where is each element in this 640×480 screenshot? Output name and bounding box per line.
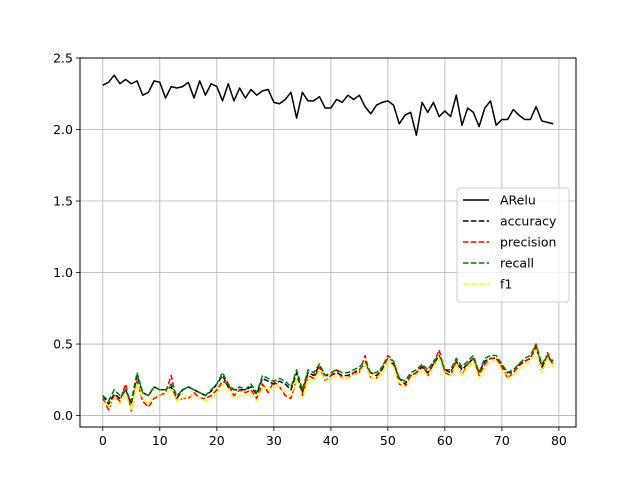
series-line-f1 xyxy=(102,349,554,411)
series-line-arelu xyxy=(102,74,554,136)
y-tick-label: 1.0 xyxy=(53,265,73,280)
x-tick-label: 50 xyxy=(380,433,396,448)
legend-box xyxy=(456,187,570,303)
legend: ARelu accuracy precision recall f1 xyxy=(456,187,570,303)
y-axis: 0.0 0.5 1.0 1.5 2.0 2.5 xyxy=(53,51,80,423)
x-tick-label: 60 xyxy=(437,433,453,448)
plot-frame xyxy=(79,57,577,428)
x-tick-label: 40 xyxy=(323,433,339,448)
series-line-recall xyxy=(102,343,554,403)
x-axis: 0 10 20 30 40 50 60 70 80 xyxy=(99,427,567,448)
x-tick-label: 0 xyxy=(99,433,107,448)
x-tick-label: 30 xyxy=(266,433,282,448)
y-tick-label: 1.5 xyxy=(53,194,73,209)
x-tick-label: 80 xyxy=(551,433,567,448)
legend-label-arelu: ARelu xyxy=(500,193,536,208)
legend-label-accuracy: accuracy xyxy=(500,214,557,229)
series-layer xyxy=(102,74,554,413)
legend-label-precision: precision xyxy=(500,235,556,250)
legend-label-recall: recall xyxy=(500,256,534,271)
y-tick-label: 2.5 xyxy=(53,51,73,66)
y-tick-label: 0.5 xyxy=(53,337,73,352)
x-tick-label: 10 xyxy=(152,433,168,448)
legend-label-f1: f1 xyxy=(500,277,512,292)
y-tick-label: 0.0 xyxy=(53,408,73,423)
x-tick-label: 20 xyxy=(209,433,225,448)
x-tick-label: 70 xyxy=(494,433,510,448)
y-tick-label: 2.0 xyxy=(53,122,73,137)
